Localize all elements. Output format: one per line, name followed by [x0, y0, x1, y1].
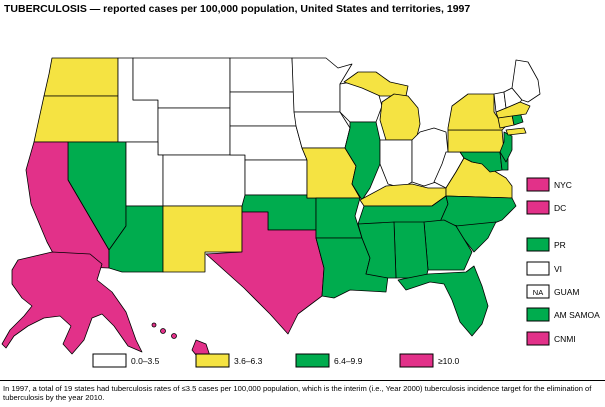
rate-legend: 0.0–3.5 3.6–6.3 6.4–9.9 ≥10.0 — [92, 353, 459, 368]
state-sd — [229, 91, 298, 127]
rate-swatch-2 — [295, 353, 330, 368]
territory-label-am-samoa: AM SAMOA — [554, 310, 600, 320]
state-ms — [357, 221, 397, 279]
figure-title: TUBERCULOSIS — reported cases per 100,00… — [4, 3, 471, 15]
state-wa — [43, 57, 119, 97]
state-nj — [499, 131, 513, 163]
state-hi-maui — [171, 333, 177, 339]
state-ky — [359, 183, 447, 207]
state-al — [393, 221, 429, 279]
rate-swatch-1 — [195, 353, 230, 368]
state-nd — [229, 57, 295, 93]
state-ak — [1, 251, 143, 355]
state-co — [162, 154, 246, 207]
territory-swatch-dc — [526, 200, 550, 215]
territory-swatch-pr — [526, 237, 550, 252]
state-ut — [125, 141, 164, 207]
state-wy — [157, 107, 231, 156]
state-tx — [205, 211, 325, 335]
state-ne — [229, 125, 308, 161]
rate-label-3: ≥10.0 — [438, 356, 459, 366]
states-layer — [1, 57, 541, 361]
territory-label-vi: VI — [554, 264, 562, 274]
territory-swatch-cnmi — [526, 331, 550, 346]
territory-label-cnmi: CNMI — [554, 334, 576, 344]
territory-label-dc: DC — [554, 203, 566, 213]
state-mi-upper-peninsula — [343, 71, 409, 97]
footer-divider — [0, 380, 605, 381]
state-or — [33, 95, 119, 143]
territory-swatch-guam — [526, 284, 550, 299]
state-me — [511, 59, 541, 103]
territory-swatch-am-samoa — [526, 307, 550, 322]
state-ny — [447, 93, 507, 131]
territory-label-pr: PR — [554, 240, 566, 250]
territory-label-guam: GUAM — [554, 287, 580, 297]
territory-swatch-guam-na-text: NA — [533, 288, 543, 297]
state-ny-long-island — [505, 127, 527, 136]
territory-label-nyc: NYC — [554, 180, 572, 190]
state-mi-lower-peninsula — [379, 93, 421, 141]
state-hi-kauai — [151, 322, 157, 328]
rate-swatch-3 — [399, 353, 434, 368]
state-hi-oahu — [160, 328, 166, 334]
state-fl — [397, 265, 489, 337]
rate-label-1: 3.6–6.3 — [234, 356, 263, 366]
territory-swatch-vi — [526, 261, 550, 276]
state-nh — [503, 87, 523, 109]
footnote: In 1997, a total of 19 states had tuberc… — [3, 384, 592, 403]
territory-swatch-nyc — [526, 177, 550, 192]
rate-label-0: 0.0–3.5 — [131, 356, 160, 366]
state-pa — [447, 129, 505, 153]
territory-legend: NYC DC PR VI NA GUAM AM SAMOA CNMI — [526, 177, 600, 346]
state-ar — [315, 197, 363, 239]
state-in — [379, 139, 413, 189]
state-ia — [293, 111, 351, 149]
state-nc — [439, 195, 517, 229]
rate-swatch-0 — [92, 353, 127, 368]
state-ks — [244, 159, 308, 196]
rate-label-2: 6.4–9.9 — [334, 356, 363, 366]
